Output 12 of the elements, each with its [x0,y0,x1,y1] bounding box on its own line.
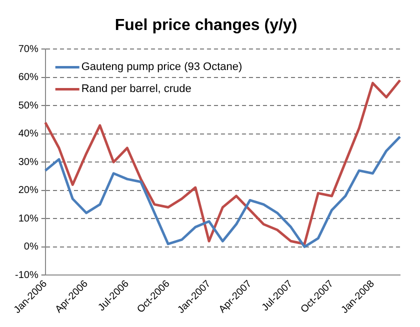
y-tick-label: 50% [18,100,38,112]
y-tick-label: 20% [18,185,38,196]
y-tick-label: 10% [18,213,38,224]
y-tick-label: 40% [18,128,38,140]
legend-label: Rand per barrel, crude [81,83,192,96]
y-tick-label: 60% [18,72,38,84]
chart-title: Fuel price changes (y/y) [114,17,298,34]
y-tick-label: 0% [24,242,38,253]
y-tick-label: 30% [18,156,38,168]
legend-label: Gauteng pump price (93 Octane) [81,61,242,74]
y-tick-label: 70% [18,44,38,55]
y-tick-label: -10% [14,270,38,281]
